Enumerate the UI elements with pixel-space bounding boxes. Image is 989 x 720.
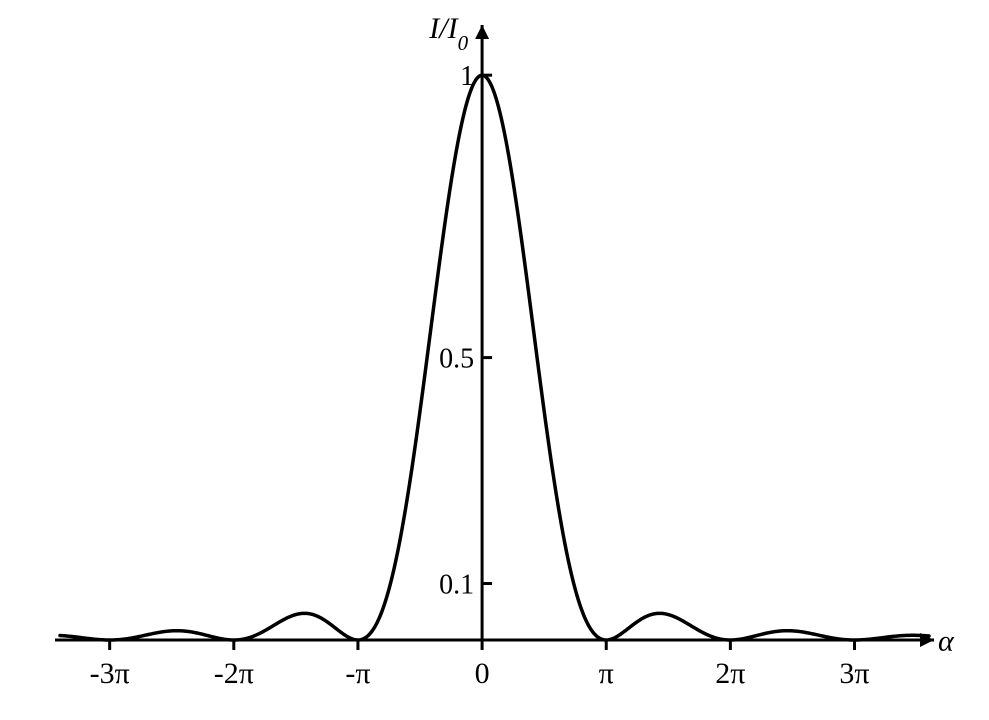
x-tick-label: 2π bbox=[715, 657, 745, 690]
x-tick-label: 3π bbox=[839, 657, 869, 690]
y-tick-label: 0.1 bbox=[439, 569, 474, 600]
x-tick-label: -2π bbox=[214, 657, 254, 690]
y-tick-label: 0.5 bbox=[439, 343, 474, 374]
chart-svg: -3π-2π-π0π2π3π0.10.51I/I0α bbox=[0, 0, 989, 720]
sinc-diffraction-chart: -3π-2π-π0π2π3π0.10.51I/I0α bbox=[0, 0, 989, 720]
x-tick-label: 0 bbox=[475, 657, 490, 690]
x-tick-label: -π bbox=[345, 657, 370, 690]
x-tick-label: π bbox=[599, 657, 614, 690]
x-axis-label: α bbox=[938, 625, 955, 658]
x-tick-label: -3π bbox=[90, 657, 130, 690]
